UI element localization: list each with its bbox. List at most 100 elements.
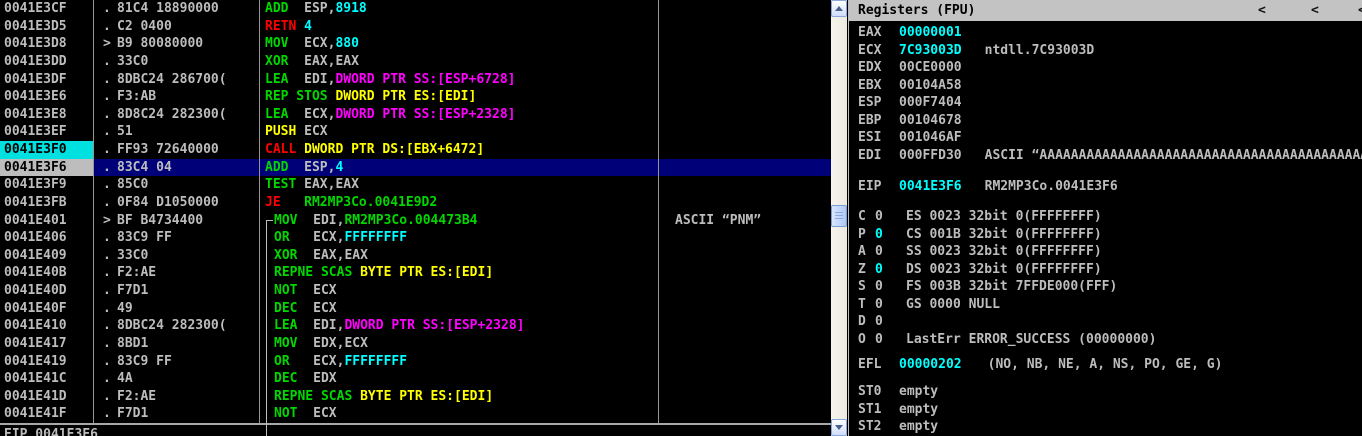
disasm-row[interactable]: 0041E3CF. 81C4 18890000 ADD ESP,8918 <box>0 0 831 18</box>
instruction-segment: FFFFFFFF <box>344 230 408 246</box>
register-row[interactable]: ESP 000F7404 <box>849 94 1362 112</box>
column-separator-comment[interactable] <box>658 0 659 423</box>
flag-row[interactable]: C 0 ES 0023 32bit 0(FFFFFFFF) <box>849 208 1362 226</box>
register-row[interactable]: EDI 000FFD30 ASCII “AAAAAAAAAAAAAAAAAAAAAA… <box>849 147 1362 165</box>
scroll-up-button[interactable] <box>831 0 847 17</box>
fpu-register-row[interactable]: ST1 empty <box>849 401 1362 419</box>
column-separator-bytes[interactable] <box>259 0 260 423</box>
register-row[interactable]: ESI 001046AF <box>849 129 1362 147</box>
disasm-row[interactable]: 0041E40F. 49 DEC ECX <box>0 300 831 318</box>
instruction: LEA EDI,DWORD PTR SS:[ESP+2328] <box>265 317 524 335</box>
instruction-segment: LEA <box>265 106 305 122</box>
spacer <box>849 374 1362 384</box>
instruction-segment: RETN <box>265 18 305 34</box>
flag-value: 0 <box>875 226 883 242</box>
disassembly-pane[interactable]: 0041E3CF. 81C4 18890000 ADD ESP,8918 0041E3… <box>0 0 831 436</box>
instruction-segment: ESP, <box>304 1 336 16</box>
efl-row[interactable]: EFL 00000202 (NO, NB, NE, A, NS, PO, GE, G… <box>849 356 1362 374</box>
opcode-bytes: 49 <box>117 300 133 316</box>
instruction: OR ECX,FFFFFFFF <box>265 229 407 247</box>
disasm-row[interactable]: 0041E406. 83C9 FF OR ECX,FFFFFFFF <box>0 229 831 247</box>
flag-letter: T <box>858 296 866 312</box>
analysis-marker: . <box>103 265 111 281</box>
disasm-row[interactable]: 0041E3FB. 0F84 D1050000 JE RM2MP3Co.0041E9… <box>0 194 831 212</box>
registers-panel-header[interactable]: Registers (FPU) < < < <box>849 0 1362 21</box>
panel-chevron-button[interactable]: < <box>1358 0 1362 21</box>
address-cell: 0041E417 <box>4 335 67 351</box>
disasm-row[interactable]: 0041E3F6. 83C4 04 ADD ESP,4 <box>0 158 831 177</box>
opcode-bytes: F7D1 <box>117 406 149 422</box>
flag-row[interactable]: A 0 SS 0023 32bit 0(FFFFFFFF) <box>849 243 1362 261</box>
column-separator-address[interactable] <box>93 0 94 423</box>
instruction: RETN 4 <box>265 18 312 36</box>
register-value: empty <box>899 384 939 399</box>
disasm-row[interactable]: 0041E3DF. 8DBC24 286700(LEA EDI,DWORD PTR… <box>0 71 831 89</box>
disasm-row[interactable]: 0041E419. 83C9 FF OR ECX,FFFFFFFF <box>0 353 831 371</box>
arrow-up-icon <box>835 6 843 11</box>
eip-register-row[interactable]: EIP 0041E3F6 RM2MP3Co.0041E3F6 <box>849 178 1362 196</box>
disasm-row[interactable]: 0041E3E6. F3:AB REP STOS DWORD PTR ES:[EDI… <box>0 88 831 106</box>
instruction-segment: JE <box>265 194 305 210</box>
flag-row[interactable]: O 0 LastErr ERROR_SUCCESS (00000000) <box>849 331 1362 349</box>
disasm-row[interactable]: 0041E41F. F7D1 NOT ECX <box>0 405 831 423</box>
disasm-row[interactable]: 0041E41C. 4A DEC EDX <box>0 370 831 388</box>
address-cell: 0041E3DD <box>4 53 67 69</box>
disasm-row[interactable]: 0041E3F0. FF93 72640000 CALL DWORD PTR DS:… <box>0 141 831 159</box>
disasm-row[interactable]: 0041E3E8. 8D8C24 282300(LEA ECX,DWORD PTR… <box>0 106 831 124</box>
panel-chevron-button[interactable]: < <box>1311 3 1319 18</box>
instruction-segment: DEC <box>274 300 314 316</box>
disasm-row[interactable]: 0041E3D8 > B9 80080000 MOV ECX,880 <box>0 35 831 53</box>
fpu-register-row[interactable]: ST2 empty <box>849 418 1362 436</box>
instruction-segment: EDI, <box>304 71 336 87</box>
flag-row[interactable]: P 0 CS 001B 32bit 0(FFFFFFFF) <box>849 226 1362 244</box>
register-row[interactable]: EAX 00000001 <box>849 24 1362 42</box>
opcode-bytes: 33C0 <box>117 53 149 69</box>
fpu-register-row[interactable]: ST0 empty <box>849 383 1362 401</box>
disasm-row[interactable]: 0041E401 > BF B4734400 MOV EDI,RM2MP3Co.004… <box>0 212 831 230</box>
scroll-down-button[interactable] <box>831 419 847 436</box>
disasm-row[interactable]: 0041E40B. F2:AE REPNE SCAS BYTE PTR ES:[ED… <box>0 264 831 282</box>
panel-chevron-button[interactable]: < <box>1258 3 1266 18</box>
vertical-scrollbar[interactable] <box>831 0 847 436</box>
instruction-segment: XOR <box>265 53 305 69</box>
disasm-row[interactable]: 0041E417. 8BD1 MOV EDX,ECX <box>0 335 831 353</box>
opcode-bytes: 83C9 FF <box>117 353 172 369</box>
instruction-segment: LEA <box>274 318 314 334</box>
opcode-bytes: B9 80080000 <box>117 36 204 52</box>
instruction: XOR EAX,EAX <box>265 247 368 265</box>
flag-row[interactable]: Z 0 DS 0023 32bit 0(FFFFFFFF) <box>849 261 1362 279</box>
disasm-row[interactable]: 0041E3DD. 33C0 XOR EAX,EAX <box>0 53 831 71</box>
instruction: CALL DWORD PTR DS:[EBX+6472] <box>265 141 484 159</box>
disasm-row[interactable]: 0041E40D. F7D1 NOT ECX <box>0 282 831 300</box>
register-row[interactable]: ECX 7C93003D ntdll.7C93003D <box>849 42 1362 60</box>
disasm-row[interactable]: 0041E3EF. 51 PUSH ECX <box>0 123 831 141</box>
flag-letter: O <box>858 331 866 347</box>
flag-value: 0 <box>875 331 883 347</box>
opcode-bytes: 83C4 04 <box>117 159 172 175</box>
instruction-segment: ECX, <box>313 230 345 246</box>
disasm-row[interactable]: 0041E3D5. C2 0400 RETN 4 <box>0 18 831 36</box>
instruction: MOV EDI,RM2MP3Co.004473B4 <box>265 212 478 230</box>
opcode-bytes: F7D1 <box>117 283 149 298</box>
disasm-row[interactable]: 0041E3F9. 85C0 TEST EAX,EAX <box>0 176 831 194</box>
info-pane-divider[interactable] <box>0 423 831 425</box>
register-row[interactable]: EDX 00CE0000 <box>849 59 1362 77</box>
disasm-row[interactable]: 0041E409. 33C0 XOR EAX,EAX <box>0 247 831 265</box>
disasm-row[interactable]: 0041E410. 8DBC24 282300(LEA EDI,DWORD PTR… <box>0 317 831 335</box>
instruction-segment: EDI, <box>313 212 345 228</box>
opcode-bytes: 8DBC24 286700( <box>117 71 227 87</box>
segment-info: LastErr ERROR_SUCCESS (00000000) <box>906 331 1157 347</box>
flag-row[interactable]: S 0 FS 003B 32bit 7FFDE000(FFF) <box>849 278 1362 296</box>
scrollbar-thumb[interactable] <box>831 205 847 227</box>
analysis-marker: . <box>103 318 111 334</box>
flag-value: 0 <box>875 244 883 259</box>
address-cell: 0041E3E6 <box>4 89 67 105</box>
disassembly-rows: 0041E3CF. 81C4 18890000 ADD ESP,8918 0041E3… <box>0 0 831 423</box>
register-row[interactable]: EBX 00104A58 <box>849 77 1362 95</box>
flag-row[interactable]: T 0 GS 0000 NULL <box>849 296 1362 314</box>
disasm-row[interactable]: 0041E41D. F2:AE REPNE SCAS BYTE PTR ES:[ED… <box>0 388 831 406</box>
address-cell: 0041E3EF <box>4 124 67 140</box>
analysis-marker: . <box>103 388 111 404</box>
register-row[interactable]: EBP 00104678 <box>849 112 1362 130</box>
